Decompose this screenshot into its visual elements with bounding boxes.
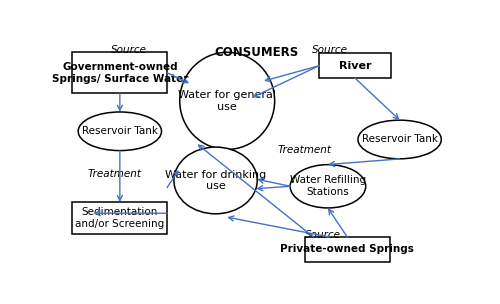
Text: Water for general
use: Water for general use bbox=[178, 90, 276, 112]
Text: Treatment: Treatment bbox=[88, 169, 142, 179]
Text: Treatment: Treatment bbox=[278, 145, 332, 155]
Ellipse shape bbox=[174, 147, 257, 214]
Ellipse shape bbox=[180, 52, 274, 150]
FancyBboxPatch shape bbox=[319, 54, 391, 78]
Text: Source: Source bbox=[312, 45, 348, 55]
Ellipse shape bbox=[358, 120, 442, 159]
Text: Private-owned Springs: Private-owned Springs bbox=[280, 244, 414, 254]
Text: Sedimentation
and/or Screening: Sedimentation and/or Screening bbox=[75, 207, 164, 229]
Ellipse shape bbox=[78, 112, 162, 150]
Text: Water for drinking
use: Water for drinking use bbox=[165, 170, 266, 191]
Text: Source: Source bbox=[111, 45, 147, 55]
Ellipse shape bbox=[290, 165, 366, 208]
FancyBboxPatch shape bbox=[72, 202, 168, 234]
Text: Reservoir Tank: Reservoir Tank bbox=[362, 134, 438, 144]
FancyBboxPatch shape bbox=[72, 52, 168, 93]
FancyBboxPatch shape bbox=[304, 237, 390, 262]
Text: Water Refilling
Stations: Water Refilling Stations bbox=[290, 175, 366, 197]
Text: CONSUMERS: CONSUMERS bbox=[214, 46, 298, 59]
Text: Government-owned
Springs/ Surface Water: Government-owned Springs/ Surface Water bbox=[52, 62, 188, 84]
Text: River: River bbox=[339, 61, 372, 71]
Text: Reservoir Tank: Reservoir Tank bbox=[82, 126, 158, 136]
Text: Source: Source bbox=[304, 230, 340, 240]
